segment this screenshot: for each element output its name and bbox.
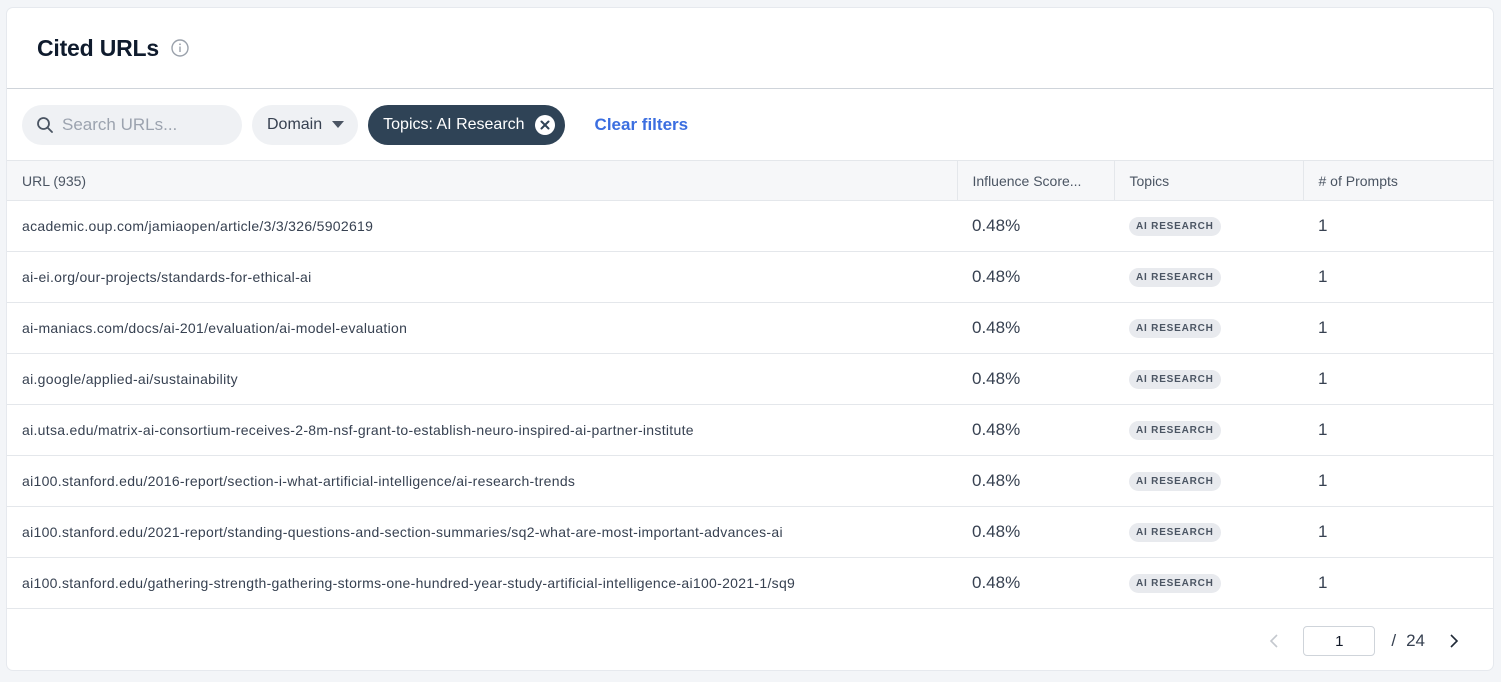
column-header-prompts[interactable]: # of Prompts bbox=[1318, 172, 1398, 189]
page-title: Cited URLs bbox=[37, 34, 159, 61]
topic-badge: AI RESEARCH bbox=[1129, 217, 1221, 236]
pagination: / 24 bbox=[1263, 626, 1465, 656]
page-number-input[interactable] bbox=[1303, 626, 1376, 656]
prompts-count-cell: 1 bbox=[1318, 522, 1328, 541]
influence-score-cell: 0.48% bbox=[972, 267, 1021, 286]
url-cell[interactable]: ai.google/applied-ai/sustainability bbox=[22, 370, 238, 387]
table-row[interactable]: ai.utsa.edu/matrix-ai-consortium-receive… bbox=[7, 405, 1493, 456]
influence-score-cell: 0.48% bbox=[972, 318, 1021, 337]
caret-down-icon bbox=[332, 120, 345, 128]
url-cell[interactable]: ai100.stanford.edu/2016-report/section-i… bbox=[22, 472, 576, 489]
urls-table: URL (935) Influence Score... Topics # of… bbox=[7, 160, 1493, 609]
topic-badge: AI RESEARCH bbox=[1129, 472, 1221, 491]
topic-badge: AI RESEARCH bbox=[1129, 523, 1221, 542]
table-row[interactable]: ai-ei.org/our-projects/standards-for-eth… bbox=[7, 252, 1493, 303]
prompts-count-cell: 1 bbox=[1318, 471, 1328, 490]
url-cell[interactable]: ai-maniacs.com/docs/ai-201/evaluation/ai… bbox=[22, 319, 408, 336]
influence-score-cell: 0.48% bbox=[972, 471, 1021, 490]
url-cell[interactable]: ai100.stanford.edu/gathering-strength-ga… bbox=[22, 574, 796, 591]
influence-score-cell: 0.48% bbox=[972, 369, 1021, 388]
topics-cell: AI RESEARCH bbox=[1114, 558, 1303, 609]
chevron-left-icon[interactable] bbox=[1263, 630, 1285, 652]
url-cell[interactable]: ai.utsa.edu/matrix-ai-consortium-receive… bbox=[22, 421, 694, 438]
table-row[interactable]: ai100.stanford.edu/2016-report/section-i… bbox=[7, 456, 1493, 507]
table-row[interactable]: ai100.stanford.edu/gathering-strength-ga… bbox=[7, 558, 1493, 609]
page-separator: / bbox=[1391, 631, 1397, 650]
topic-badge: AI RESEARCH bbox=[1129, 370, 1221, 389]
topic-badge: AI RESEARCH bbox=[1129, 574, 1221, 593]
page-total: 24 bbox=[1406, 631, 1425, 650]
topics-cell: AI RESEARCH bbox=[1114, 201, 1303, 252]
topics-cell: AI RESEARCH bbox=[1114, 354, 1303, 405]
card-header: Cited URLs bbox=[7, 8, 1493, 89]
prompts-count-cell: 1 bbox=[1318, 369, 1328, 388]
influence-score-cell: 0.48% bbox=[972, 573, 1021, 592]
url-cell[interactable]: ai-ei.org/our-projects/standards-for-eth… bbox=[22, 268, 312, 285]
influence-score-cell: 0.48% bbox=[972, 522, 1021, 541]
table-row[interactable]: academic.oup.com/jamiaopen/article/3/3/3… bbox=[7, 201, 1493, 252]
cited-urls-card: Cited URLs Domain Topics: AI Research bbox=[7, 8, 1493, 670]
search-input[interactable] bbox=[62, 114, 222, 135]
close-circle-icon[interactable] bbox=[534, 114, 555, 135]
table-header-row: URL (935) Influence Score... Topics # of… bbox=[7, 160, 1493, 201]
influence-score-cell: 0.48% bbox=[972, 216, 1021, 235]
url-cell[interactable]: ai100.stanford.edu/2021-report/standing-… bbox=[22, 523, 783, 540]
table-row[interactable]: ai100.stanford.edu/2021-report/standing-… bbox=[7, 507, 1493, 558]
clear-filters-link[interactable]: Clear filters bbox=[594, 114, 689, 134]
domain-filter-button[interactable]: Domain bbox=[252, 104, 359, 145]
info-icon[interactable] bbox=[171, 39, 189, 57]
search-icon bbox=[37, 116, 53, 133]
search-box[interactable] bbox=[22, 104, 242, 145]
table-row[interactable]: ai-maniacs.com/docs/ai-201/evaluation/ai… bbox=[7, 303, 1493, 354]
filter-toolbar: Domain Topics: AI Research Clear filters bbox=[7, 89, 1493, 160]
prompts-count-cell: 1 bbox=[1318, 216, 1328, 235]
topics-cell: AI RESEARCH bbox=[1114, 252, 1303, 303]
topics-cell: AI RESEARCH bbox=[1114, 303, 1303, 354]
topic-badge: AI RESEARCH bbox=[1129, 421, 1221, 440]
influence-score-cell: 0.48% bbox=[972, 420, 1021, 439]
topics-cell: AI RESEARCH bbox=[1114, 507, 1303, 558]
topic-chip-label: Topics: AI Research bbox=[383, 115, 525, 133]
topics-cell: AI RESEARCH bbox=[1114, 456, 1303, 507]
topic-filter-chip[interactable]: Topics: AI Research bbox=[368, 104, 565, 145]
prompts-count-cell: 1 bbox=[1318, 267, 1328, 286]
chevron-right-icon[interactable] bbox=[1443, 630, 1465, 652]
topic-badge: AI RESEARCH bbox=[1129, 268, 1221, 287]
domain-filter-label: Domain bbox=[267, 115, 323, 133]
column-header-influence-score[interactable]: Influence Score... bbox=[957, 160, 1115, 201]
table-row[interactable]: ai.google/applied-ai/sustainability 0.48… bbox=[7, 354, 1493, 405]
topic-badge: AI RESEARCH bbox=[1129, 319, 1221, 338]
url-cell[interactable]: academic.oup.com/jamiaopen/article/3/3/3… bbox=[22, 217, 374, 234]
prompts-count-cell: 1 bbox=[1318, 573, 1328, 592]
prompts-count-cell: 1 bbox=[1318, 420, 1328, 439]
column-header-url[interactable]: URL (935) bbox=[7, 160, 958, 201]
prompts-count-cell: 1 bbox=[1318, 318, 1328, 337]
column-header-topics[interactable]: Topics bbox=[1114, 160, 1304, 201]
topics-cell: AI RESEARCH bbox=[1114, 405, 1303, 456]
